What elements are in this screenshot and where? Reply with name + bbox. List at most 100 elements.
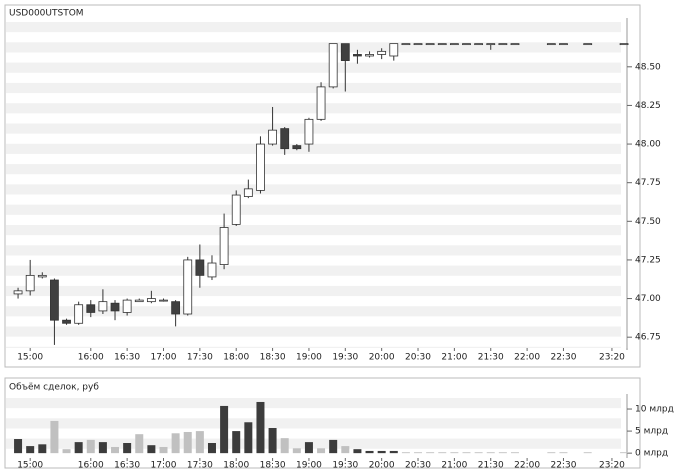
x-tick-label: 18:00 (223, 461, 249, 471)
candle-body (86, 304, 96, 313)
candle-body (37, 274, 47, 278)
volume-bar (171, 433, 180, 454)
volume-bar (123, 443, 132, 454)
candle-body (425, 43, 435, 46)
candle-body (304, 118, 314, 145)
candle-body (462, 43, 471, 46)
candle-body (159, 299, 168, 302)
candle-body (619, 43, 629, 46)
volume-bar (159, 446, 168, 454)
candle-body (389, 43, 399, 57)
candle-body (13, 290, 23, 295)
volume-bar (62, 449, 71, 454)
candle-body (146, 298, 156, 303)
x-tick-label: 22:30 (550, 353, 576, 363)
volume-bar (329, 439, 338, 454)
x-tick-label: 19:30 (332, 353, 358, 363)
volume-bar (183, 431, 192, 454)
volume-bar (377, 450, 386, 454)
candle-body (353, 54, 362, 57)
x-tick-label: 16:00 (78, 353, 104, 363)
candle-body (510, 43, 520, 46)
volume-bar (510, 452, 519, 454)
x-tick-label: 18:30 (260, 461, 286, 471)
stripe (6, 245, 621, 256)
volume-bar (583, 452, 592, 454)
volume-bar (195, 431, 204, 454)
y-tick-label: 47.00 (635, 294, 661, 304)
stripe (6, 285, 621, 297)
volume-bar (426, 452, 435, 454)
candle-body (219, 227, 229, 265)
volume-bar (135, 434, 144, 454)
volume-bar (304, 442, 313, 454)
volume-bar (14, 439, 23, 454)
x-tick-label: 20:00 (369, 353, 395, 363)
x-tick-label: 15:00 (17, 353, 43, 363)
candle-body (413, 43, 423, 46)
stripe (6, 22, 621, 33)
candle-body (377, 50, 387, 55)
candle-body (498, 43, 508, 46)
volume-bar (280, 438, 289, 454)
candle-body (559, 43, 568, 46)
volume-bar (474, 452, 483, 454)
volume-bar (438, 452, 447, 454)
volume-bar (401, 452, 410, 454)
candle-body (316, 86, 326, 120)
volume-bar (486, 452, 495, 454)
candle-body (98, 301, 108, 312)
volume-bar (498, 452, 507, 454)
x-tick-label: 18:00 (223, 353, 249, 363)
volume-bar (450, 452, 459, 454)
candle-body (449, 43, 459, 46)
volume-bar (50, 420, 59, 454)
stripe (6, 225, 621, 236)
stripes (6, 22, 621, 449)
candle-body (183, 259, 193, 315)
x-tick-label: 17:30 (187, 353, 213, 363)
candle-body (256, 143, 265, 191)
candle-body (401, 43, 411, 46)
volume-bar (620, 452, 629, 454)
stripe (6, 184, 621, 195)
volume-bar (389, 450, 398, 454)
candle-body (207, 262, 217, 278)
y-tick-label: 46.75 (635, 333, 661, 343)
stripe (6, 143, 621, 154)
stripe (6, 82, 621, 94)
volume-bar (86, 439, 95, 454)
stripe (6, 265, 621, 276)
candle-body (243, 188, 253, 197)
candle-body (25, 274, 35, 292)
candle-body (292, 145, 302, 150)
x-tick-label: 17:00 (151, 353, 177, 363)
x-tick-label: 19:00 (296, 461, 322, 471)
x-tick-label: 20:30 (405, 353, 431, 363)
candle-body (268, 129, 277, 145)
stripe (6, 123, 621, 134)
volume-bar (244, 422, 253, 454)
x-tick-label: 17:30 (187, 461, 213, 471)
volume-bar (292, 448, 301, 454)
stripe (6, 42, 621, 53)
candle-body (62, 319, 71, 324)
candle-body (74, 304, 84, 324)
stripe (6, 326, 621, 337)
x-tick-label: 17:00 (151, 461, 177, 471)
volume-bar (111, 446, 120, 454)
candle-body (474, 43, 484, 46)
candle-body (50, 279, 59, 321)
stripe (6, 62, 621, 73)
x-tick-label: 22:30 (550, 461, 576, 471)
volume-bar (232, 431, 241, 454)
y-tick-label: 47.75 (635, 178, 661, 188)
x-tick-label: 19:30 (332, 461, 358, 471)
volume-bar (74, 442, 83, 454)
candle-body (365, 54, 374, 57)
volume-bar (559, 452, 568, 454)
x-tick-label: 16:00 (78, 461, 104, 471)
y-tick-label: 5 млрд (635, 427, 668, 437)
stripe (6, 438, 621, 449)
